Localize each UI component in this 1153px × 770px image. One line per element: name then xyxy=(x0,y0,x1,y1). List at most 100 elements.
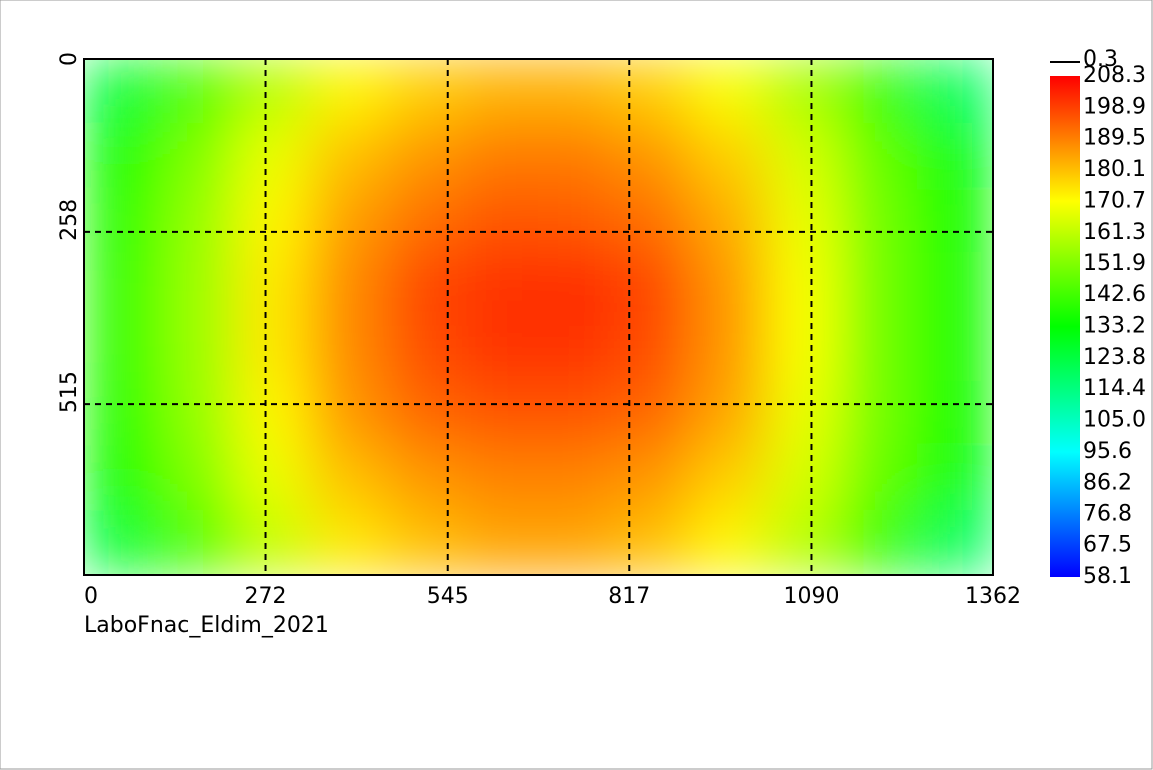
heatmap-cell xyxy=(386,123,464,189)
heatmap-cell xyxy=(538,123,615,189)
x-tick-label: 817 xyxy=(608,584,650,609)
heatmap-cell xyxy=(765,123,842,189)
heatmap-cell xyxy=(84,381,161,447)
heatmap-cell xyxy=(538,59,615,124)
heatmap-cell xyxy=(235,510,312,575)
heatmap-cell xyxy=(235,381,312,447)
heatmap-cell xyxy=(538,445,615,511)
heatmap-cell xyxy=(386,187,464,253)
colorbar-tick-label: 161.3 xyxy=(1083,220,1146,245)
heatmap-cell xyxy=(765,316,842,382)
heatmap-cell xyxy=(84,252,161,318)
heatmap-cell xyxy=(159,123,236,189)
heatmap-cell xyxy=(310,59,388,124)
heatmap-cell xyxy=(841,123,918,189)
heatmap-cell xyxy=(841,510,918,575)
heatmap-cell xyxy=(310,316,388,382)
heatmap-cell xyxy=(765,445,842,511)
heatmap-cell xyxy=(235,252,312,318)
heatmap-cell xyxy=(310,445,388,511)
heatmap-cell xyxy=(159,445,236,511)
colorbar-tick-label: 189.5 xyxy=(1083,126,1146,151)
heatmap-cell xyxy=(841,445,918,511)
colorbar-tick-label: 76.8 xyxy=(1083,502,1132,527)
heatmap-cell xyxy=(386,59,464,124)
heatmap-cell xyxy=(841,316,918,382)
colorbar-tick-label: 67.5 xyxy=(1083,533,1132,558)
heatmap-cell xyxy=(462,381,539,447)
heatmap-cell xyxy=(84,59,161,124)
heatmap-cell xyxy=(462,445,539,511)
heatmap-cell xyxy=(613,252,691,318)
heatmap-cell xyxy=(84,316,161,382)
heatmap-cell xyxy=(613,445,691,511)
heatmap-cell xyxy=(689,187,767,253)
heatmap-cell xyxy=(538,381,615,447)
heatmap-cell xyxy=(386,252,464,318)
heatmap-cell xyxy=(916,187,993,253)
y-tick-label: 0 xyxy=(57,52,82,66)
colorbar-tick-label: 151.9 xyxy=(1083,251,1146,276)
heatmap-cell xyxy=(84,445,161,511)
heatmap-cell xyxy=(916,510,993,575)
x-tick-label: 272 xyxy=(245,584,287,609)
heatmap-cell xyxy=(159,381,236,447)
heatmap-cell xyxy=(613,187,691,253)
x-tick-label: 545 xyxy=(427,584,469,609)
colorbar-tick-label: 123.8 xyxy=(1083,345,1146,370)
heatmap-cell xyxy=(765,252,842,318)
heatmap-cell xyxy=(462,252,539,318)
heatmap-cell xyxy=(841,381,918,447)
heatmap-cell xyxy=(841,187,918,253)
heatmap-cell xyxy=(159,252,236,318)
heatmap-cell xyxy=(84,123,161,189)
heatmap-cell xyxy=(310,187,388,253)
colorbar-tick-label: 170.7 xyxy=(1083,188,1146,213)
heatmap-cell xyxy=(159,59,236,124)
heatmap-cell xyxy=(689,445,767,511)
heatmap xyxy=(84,59,993,575)
heatmap-cell xyxy=(538,252,615,318)
heatmap-cell xyxy=(235,59,312,124)
heatmap-cell xyxy=(462,510,539,575)
line-legend-label: 0.3 xyxy=(1083,47,1118,72)
heatmap-cell xyxy=(916,316,993,382)
heatmap-cell xyxy=(613,316,691,382)
heatmap-cell xyxy=(84,510,161,575)
heatmap-cell xyxy=(841,59,918,124)
heatmap-cell xyxy=(538,510,615,575)
heatmap-cell xyxy=(765,187,842,253)
heatmap-cell xyxy=(689,123,767,189)
heatmap-cell xyxy=(613,510,691,575)
heatmap-cell xyxy=(916,445,993,511)
heatmap-cell xyxy=(462,59,539,124)
colorbar-tick-label: 86.2 xyxy=(1083,470,1132,495)
heatmap-cell xyxy=(462,123,539,189)
y-tick-label: 515 xyxy=(57,371,82,413)
colorbar-tick-label: 208.3 xyxy=(1083,63,1146,88)
heatmap-cell xyxy=(841,252,918,318)
heatmap-cell xyxy=(386,316,464,382)
heatmap-cell xyxy=(159,187,236,253)
heatmap-cell xyxy=(689,316,767,382)
heatmap-cell xyxy=(613,123,691,189)
heatmap-cell xyxy=(235,123,312,189)
colorbar-tick-label: 95.6 xyxy=(1083,439,1132,464)
heatmap-cell xyxy=(462,187,539,253)
heatmap-cell xyxy=(765,510,842,575)
heatmap-cell xyxy=(235,187,312,253)
heatmap-cells xyxy=(84,59,993,575)
heatmap-cell xyxy=(84,187,161,253)
heatmap-cell xyxy=(235,445,312,511)
colorbar xyxy=(1050,76,1080,577)
colorbar-tick-label: 198.9 xyxy=(1083,94,1146,119)
heatmap-cell xyxy=(462,316,539,382)
x-tick-label: 0 xyxy=(84,584,98,609)
colorbar-tick-label: 114.4 xyxy=(1083,376,1146,401)
heatmap-cell xyxy=(159,316,236,382)
caption: LaboFnac_Eldim_2021 xyxy=(84,613,329,638)
heatmap-cell xyxy=(689,59,767,124)
heatmap-cell xyxy=(386,445,464,511)
heatmap-cell xyxy=(310,381,388,447)
heatmap-cell xyxy=(689,381,767,447)
